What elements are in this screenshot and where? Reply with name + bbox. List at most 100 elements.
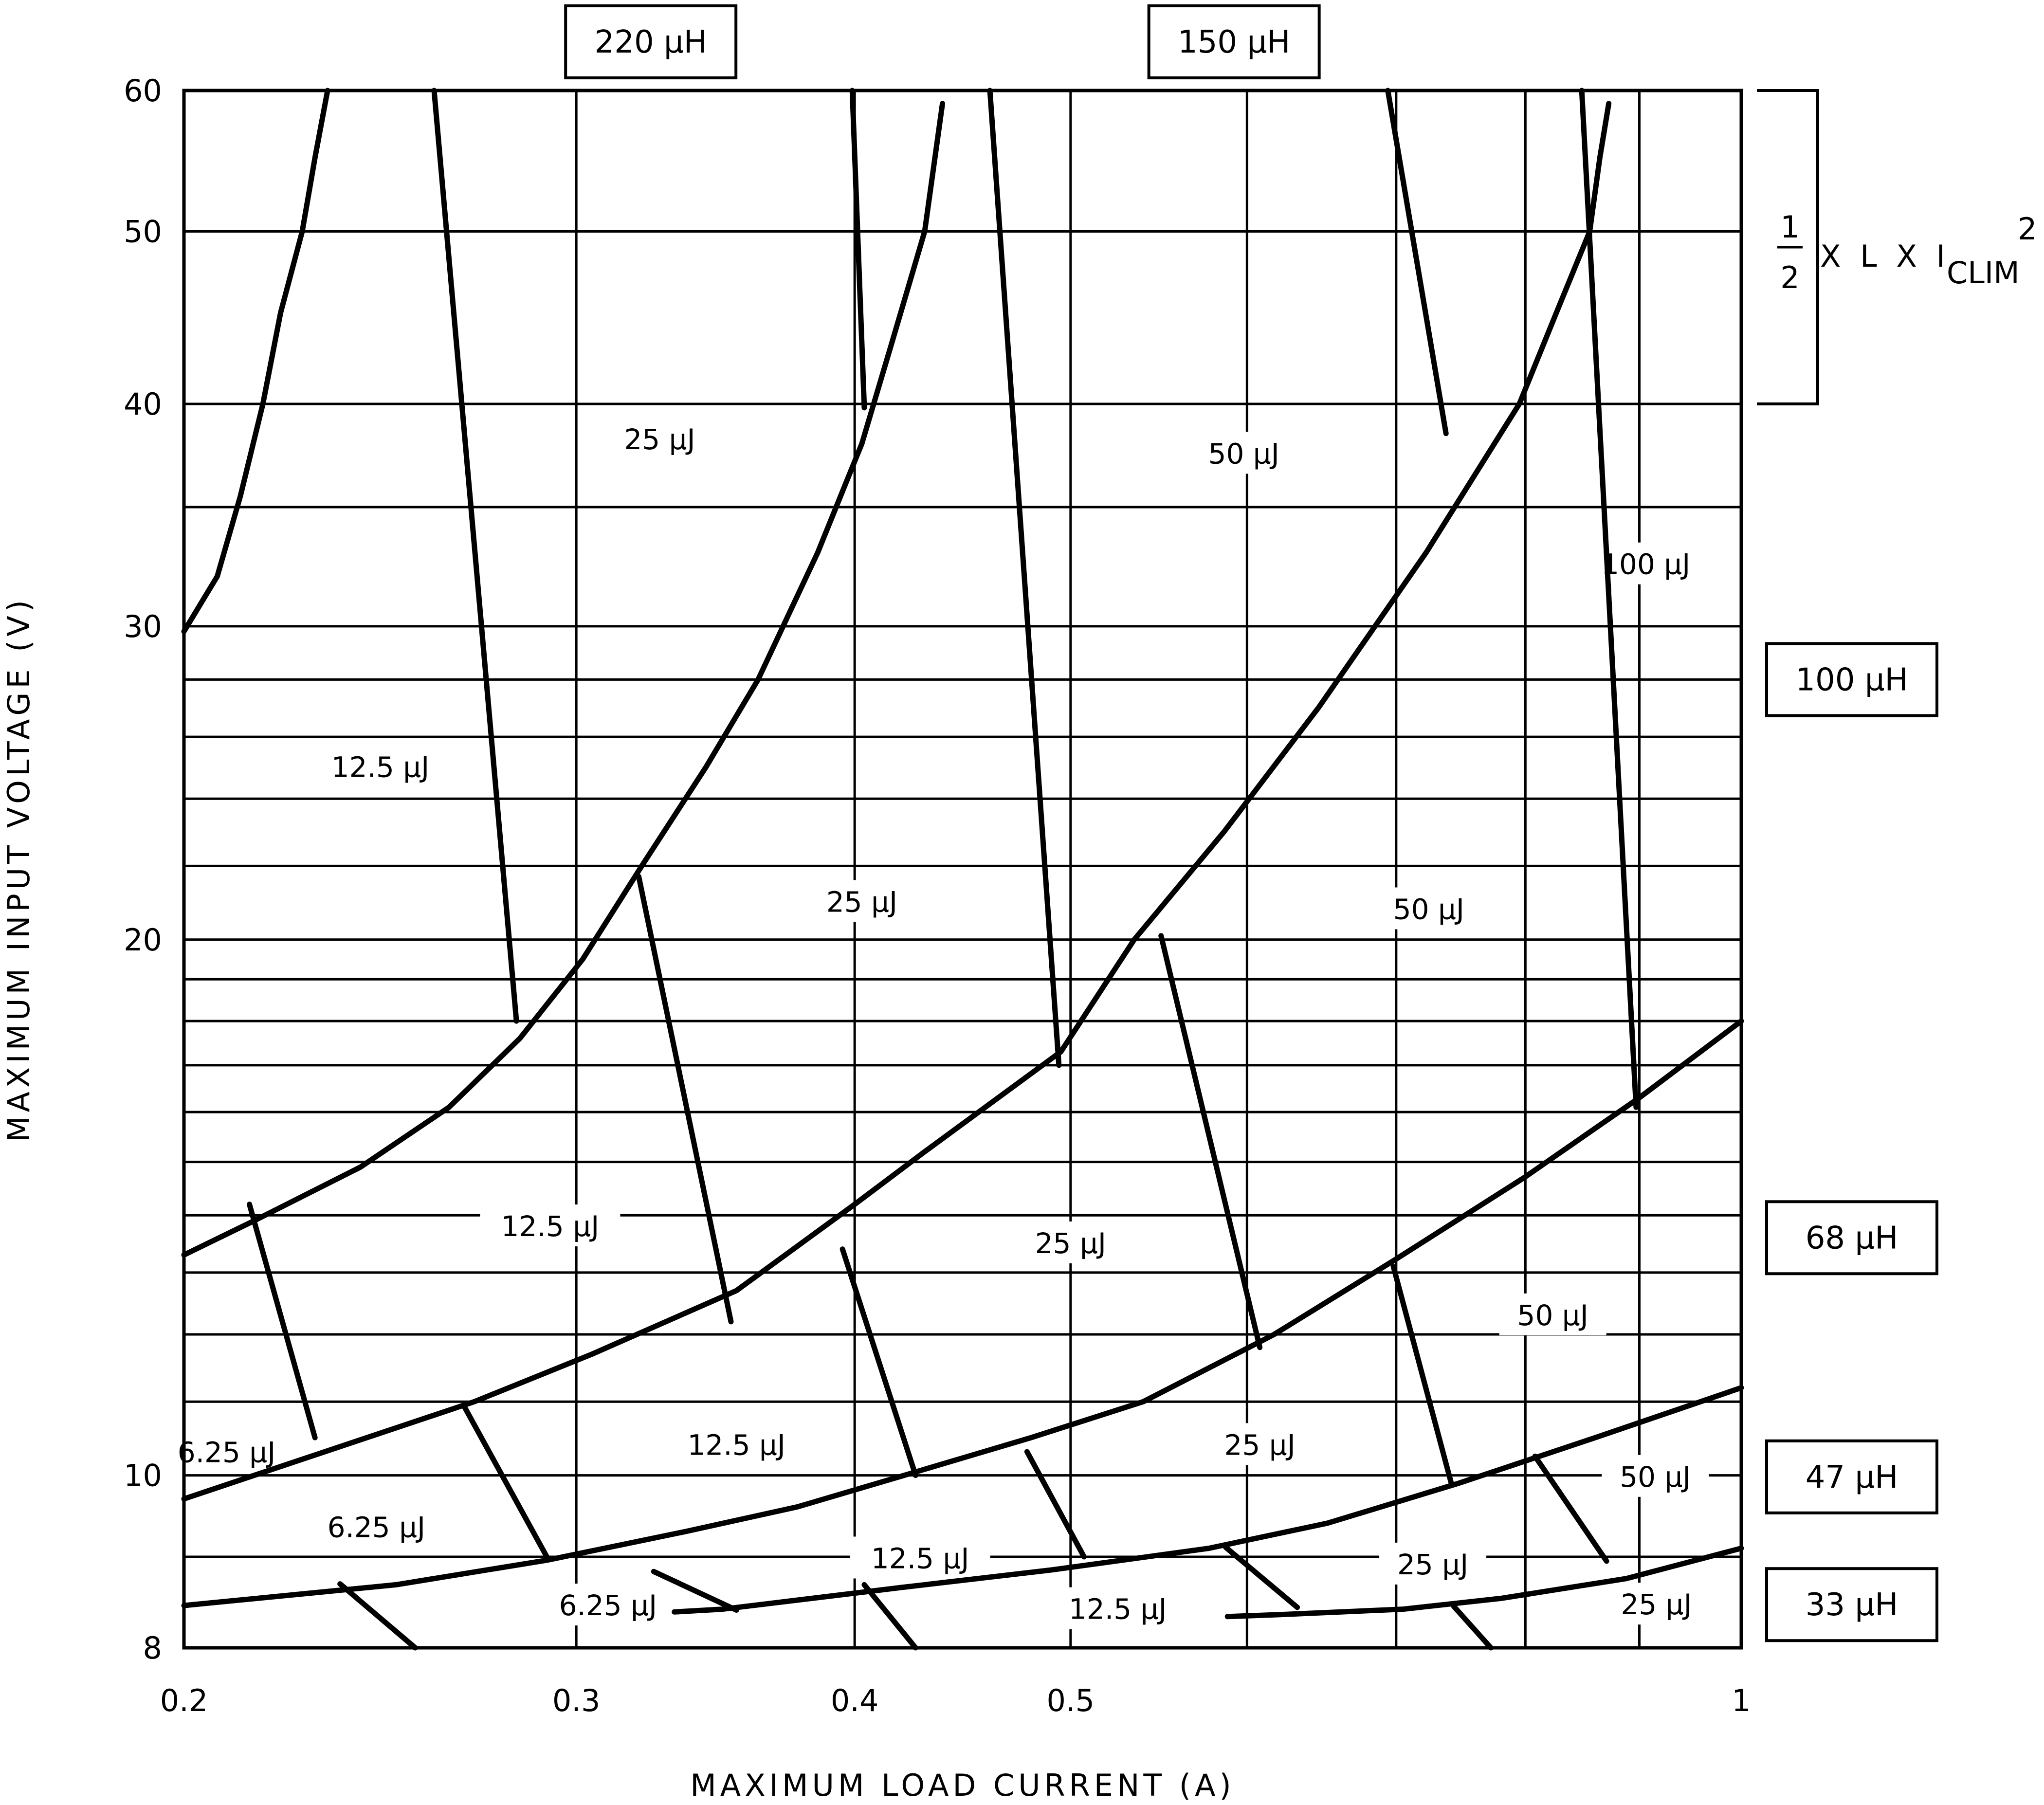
energy-label: 25 μJ (1397, 1548, 1468, 1581)
energy-line (636, 874, 734, 1325)
x-axis-title: MAXIMUM LOAD CURRENT (A) (690, 1768, 1235, 1803)
y-tick-label: 50 (124, 214, 162, 250)
formula-numerator: 1 (1780, 209, 1799, 245)
energy-label: 25 μJ (1035, 1227, 1106, 1260)
energy-label-background (1603, 1583, 1710, 1625)
energy-line (431, 88, 519, 1024)
energy-line (1451, 1604, 1494, 1651)
energy-line (1024, 1449, 1087, 1560)
y-tick-label: 60 (124, 73, 162, 109)
x-tick-label: 0.3 (552, 1683, 601, 1718)
inductor-label-box (1765, 642, 1938, 717)
formula-denominator: 2 (1780, 260, 1799, 295)
boundary-curve (181, 101, 1612, 1502)
energy-formula: 1 2 X L X I CLIM 2 (1757, 89, 2037, 405)
energy-label: 25 μJ (1224, 1428, 1296, 1461)
energy-label-background (1047, 1587, 1188, 1629)
y-tick-label: 30 (124, 609, 162, 644)
boundary-curve (181, 101, 946, 1258)
energy-line (247, 1202, 318, 1440)
energy-label-background (1017, 1221, 1124, 1263)
boundary-curves (181, 88, 1744, 1620)
energy-label: 6.25 μJ (328, 1511, 426, 1544)
inductor-label: 100 μH (1795, 662, 1908, 698)
energy-line (1390, 1264, 1454, 1486)
x-tick-label: 0.2 (160, 1683, 208, 1718)
boundary-curve (181, 88, 330, 634)
energy-label: 6.25 μJ (178, 1436, 276, 1469)
energy-label: 12.5 μJ (1069, 1593, 1167, 1626)
energy-label-background (1375, 887, 1482, 930)
energy-label: 25 μJ (624, 423, 695, 456)
boundary-curve (672, 1385, 1744, 1615)
x-tick-label: 0.5 (1047, 1683, 1095, 1718)
energy-label: 12.5 μJ (331, 750, 430, 784)
energy-label: 50 μJ (1208, 437, 1279, 470)
y-tick-label: 8 (143, 1630, 162, 1666)
inductor-label-box (564, 4, 738, 79)
inductor-label: 68 μH (1806, 1220, 1898, 1256)
energy-labels: 25 μJ 50 μJ 100 μJ 12.5 μJ 25 μJ 50 μJ 12.5 μJ… (178, 423, 1692, 1626)
energy-line (337, 1581, 418, 1651)
energy-label: 50 μJ (1517, 1299, 1588, 1332)
inductor-label: 33 μH (1806, 1587, 1898, 1623)
energy-line (460, 1402, 550, 1560)
energy-label: 25 μJ (826, 885, 897, 918)
energy-label: 25 μJ (1621, 1588, 1692, 1621)
energy-label-background (538, 1584, 678, 1626)
tick-labels: 0.2 0.3 0.4 0.5 1 8 10 20 30 40 50 60 (124, 73, 1751, 1718)
energy-line (1223, 1545, 1300, 1610)
energy-lines (247, 88, 1639, 1651)
energy-label-background (1206, 1423, 1314, 1465)
y-axis-title: MAXIMUM INPUT VOLTAGE (V) (1, 596, 36, 1142)
energy-label-background (310, 745, 451, 787)
energy-label-background (156, 1430, 297, 1473)
formula-body: X L X I (1820, 238, 1950, 274)
energy-label-background (1499, 1293, 1606, 1335)
energy-line (840, 1246, 918, 1478)
energy-label: 50 μJ (1393, 893, 1464, 926)
energy-label-background (306, 1505, 447, 1548)
energy-label-background (480, 1204, 620, 1247)
energy-line (1158, 933, 1263, 1350)
energy-line (1532, 1453, 1609, 1564)
x-tick-label: 1 (1732, 1683, 1751, 1718)
energy-label: 100 μJ (1601, 548, 1690, 581)
energy-line (849, 88, 867, 411)
energy-label-background (1379, 1542, 1487, 1585)
boundary-curve (1224, 1545, 1744, 1620)
energy-label-background (808, 880, 916, 922)
boundary-curve (181, 1018, 1744, 1608)
energy-label-background (1602, 1455, 1709, 1497)
energy-label-background (1190, 432, 1297, 474)
energy-label-background (666, 1423, 807, 1465)
formula-bracket (1757, 89, 1819, 405)
inductor-label: 150 μH (1178, 24, 1290, 60)
formula-superscript: 2 (2018, 211, 2037, 247)
inductor-label: 220 μH (595, 24, 707, 60)
energy-label-background (850, 1536, 990, 1579)
inductor-label-box (1765, 1200, 1938, 1276)
energy-line (987, 88, 1062, 1068)
energy-line (651, 1568, 739, 1613)
energy-label-background (606, 418, 713, 460)
energy-label: 6.25 μJ (559, 1589, 657, 1622)
energy-line (1579, 88, 1639, 1110)
inductor-label-box (1765, 1567, 1938, 1642)
energy-line (1385, 88, 1449, 437)
energy-label: 50 μJ (1620, 1460, 1691, 1494)
formula-subscript: CLIM (1947, 255, 2020, 291)
y-tick-label: 10 (124, 1458, 162, 1494)
inductor-label: 47 μH (1806, 1459, 1898, 1495)
x-tick-label: 0.4 (831, 1683, 879, 1718)
y-tick-label: 20 (124, 922, 162, 958)
y-tick-label: 40 (124, 386, 162, 422)
label-backgrounds (156, 418, 1710, 1629)
inductor-label-box (1765, 1439, 1938, 1514)
energy-label: 12.5 μJ (501, 1210, 600, 1243)
inductor-labels: 220 μH 150 μH 100 μH 68 μH 47 μH 33 μH (564, 4, 1938, 1642)
grid-lines (184, 91, 1741, 1648)
energy-line (861, 1582, 918, 1651)
